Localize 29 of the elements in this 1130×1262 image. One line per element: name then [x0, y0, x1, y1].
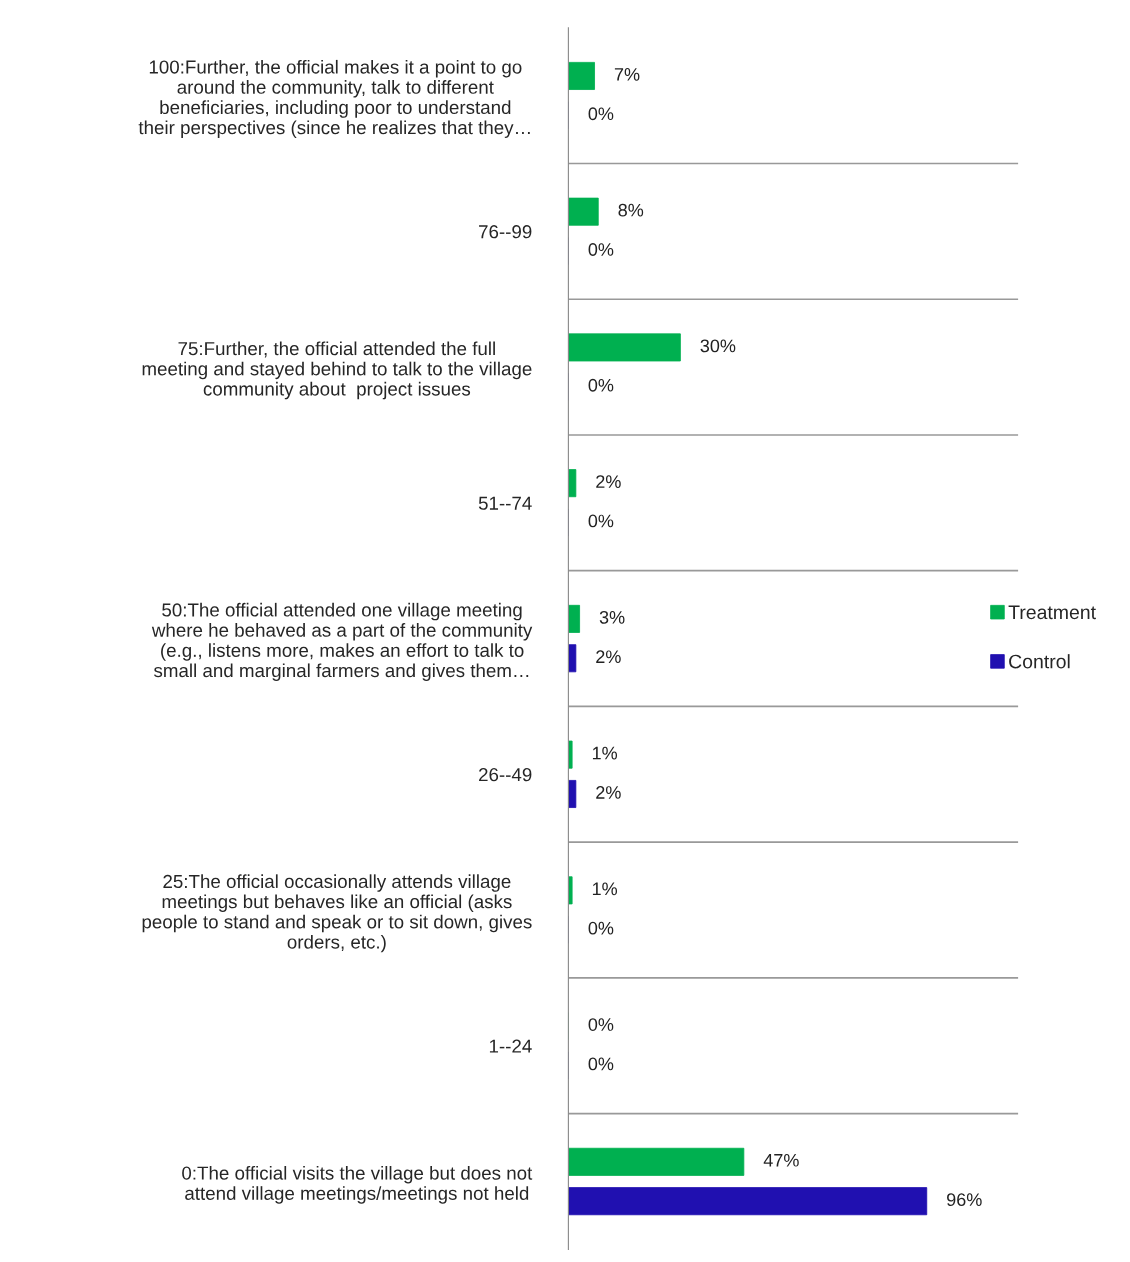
data-label: 3% — [599, 610, 625, 624]
data-label: 2% — [596, 786, 621, 799]
y-tick-label: 76--99 — [479, 225, 532, 239]
y-tick-label: 51--74 — [478, 496, 532, 510]
data-label: 1% — [592, 882, 618, 896]
y-tick-label: 50:The official attended one village meeting where he behaved as a part of the community (e.g., listens more, makes an effort to talk to small and marginal farmers and gives them… — [151, 602, 533, 681]
y-tick-label: 25:The official occasionally attends village meetings but behaves like an official (asks people to stand and speak or to sit down, gives orders, etc.) — [142, 874, 532, 953]
data-label: 0% — [588, 1057, 614, 1071]
data-label: 0% — [588, 243, 614, 256]
data-label: 2% — [596, 475, 621, 488]
y-tick-label: 100:Further, the official makes it a point to go around the community, talk to different beneficiaries, including poor to understand their perspectives (since he realizes that they… — [138, 59, 530, 138]
legend-label: Treatment — [1008, 605, 1096, 620]
data-label: 30% — [700, 339, 736, 353]
legend-label: Control — [1009, 654, 1070, 669]
data-label: 96% — [947, 1193, 982, 1207]
data-label: 0% — [588, 107, 614, 121]
data-label: 0% — [588, 921, 614, 935]
data-label: 1% — [592, 746, 618, 760]
y-tick-label: 26--49 — [479, 768, 532, 782]
y-tick-label: 75:Further, the official attended the full meeting and stayed behind to talk to the village community about project issues — [142, 341, 532, 400]
y-tick-label: 0:The official visits the village but does not attend village meetings/meetings not held — [182, 1165, 533, 1204]
data-label: 8% — [618, 203, 644, 217]
data-label: 0% — [588, 378, 614, 392]
data-label: 47% — [763, 1153, 799, 1167]
y-tick-label: 1--24 — [489, 1039, 532, 1053]
data-label: 2% — [596, 650, 621, 664]
data-label: 7% — [614, 68, 640, 81]
data-label: 0% — [588, 514, 614, 528]
data-label: 0% — [588, 1018, 614, 1031]
